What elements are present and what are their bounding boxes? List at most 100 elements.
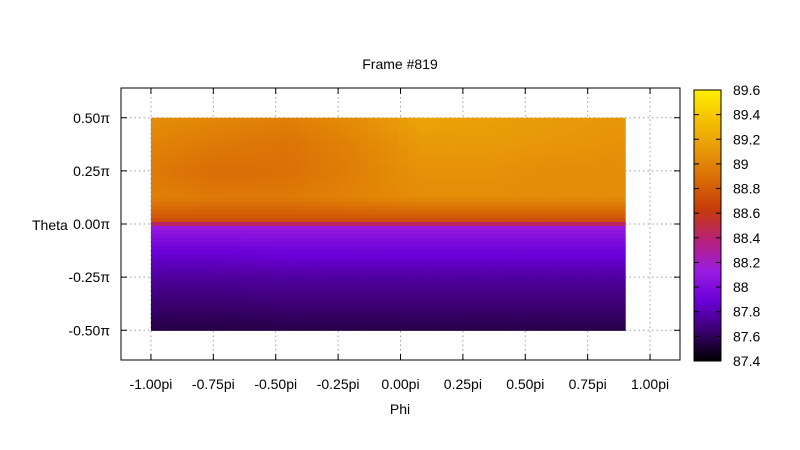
- heatmap-cell: [417, 145, 429, 151]
- heatmap-cell: [210, 238, 221, 243]
- heatmap-cell: [467, 238, 478, 243]
- heatmap-cell: [476, 145, 488, 151]
- heatmap-cell: [348, 314, 359, 319]
- heatmap-cell: [526, 209, 537, 215]
- heatmap-cell: [180, 302, 192, 307]
- heatmap-cell: [397, 266, 409, 271]
- heatmap-cell: [417, 222, 429, 227]
- heatmap-cell: [417, 314, 429, 319]
- heatmap-cell: [427, 165, 439, 171]
- heatmap-cell: [220, 318, 231, 323]
- heatmap-cell: [358, 238, 369, 243]
- heatmap-cell: [180, 250, 192, 255]
- heatmap-cell: [486, 169, 498, 175]
- heatmap-cell: [506, 286, 518, 291]
- heatmap-cell: [397, 254, 409, 259]
- heatmap-cell: [437, 137, 448, 143]
- heatmap-cell: [457, 262, 468, 267]
- heatmap-cell: [595, 117, 606, 123]
- heatmap-cell: [279, 157, 290, 163]
- heatmap-cell: [457, 222, 468, 227]
- heatmap-cell: [526, 226, 537, 231]
- heatmap-cell: [575, 181, 587, 187]
- heatmap-cell: [170, 217, 182, 223]
- heatmap-cell: [200, 310, 211, 315]
- heatmap-cell: [160, 197, 172, 203]
- heatmap-cell: [338, 298, 350, 303]
- heatmap-cell: [407, 322, 419, 327]
- heatmap-cell: [397, 314, 409, 319]
- heatmap-cell: [457, 141, 468, 147]
- heatmap-cell: [348, 254, 359, 259]
- heatmap-cell: [575, 185, 587, 191]
- heatmap-cell: [170, 310, 182, 315]
- heatmap-cell: [565, 242, 577, 247]
- heatmap-cell: [457, 294, 468, 299]
- heatmap-cell: [368, 286, 379, 291]
- heatmap-cell: [585, 314, 597, 319]
- heatmap-cell: [575, 298, 587, 303]
- heatmap-cell: [486, 222, 498, 227]
- heatmap-cell: [299, 161, 310, 167]
- heatmap-cell: [555, 117, 567, 123]
- heatmap-cell: [476, 278, 488, 283]
- heatmap-cell: [447, 226, 458, 231]
- heatmap-cell: [299, 129, 310, 135]
- heatmap-cell: [575, 125, 587, 131]
- heatmap-cell: [427, 302, 439, 307]
- heatmap-cell: [358, 294, 369, 299]
- heatmap-cell: [546, 290, 557, 295]
- heatmap-cell: [615, 129, 626, 135]
- heatmap-cell: [358, 157, 369, 163]
- heatmap-cell: [269, 181, 280, 187]
- heatmap-cell: [210, 266, 221, 271]
- heatmap-cell: [299, 310, 310, 315]
- heatmap-cell: [328, 222, 340, 227]
- heatmap-cell: [605, 250, 616, 255]
- heatmap-cell: [279, 213, 290, 219]
- heatmap-cell: [565, 181, 577, 187]
- heatmap-cell: [299, 306, 310, 311]
- heatmap-cell: [427, 201, 439, 207]
- heatmap-cell: [565, 294, 577, 299]
- heatmap-cell: [378, 125, 389, 131]
- heatmap-cell: [467, 310, 478, 315]
- heatmap-cell: [190, 234, 201, 239]
- heatmap-cell: [220, 201, 231, 207]
- heatmap-cell: [210, 161, 221, 167]
- heatmap-cell: [388, 318, 399, 323]
- heatmap-cell: [328, 145, 340, 151]
- heatmap-cell: [279, 286, 290, 291]
- heatmap-cell: [170, 290, 182, 295]
- heatmap-cell: [516, 145, 527, 151]
- heatmap-cell: [605, 282, 616, 287]
- heatmap-cell: [546, 181, 557, 187]
- heatmap-cell: [348, 290, 359, 295]
- heatmap-cell: [170, 258, 182, 263]
- heatmap-cell: [536, 161, 547, 167]
- heatmap-cell: [496, 238, 508, 243]
- heatmap-cell: [476, 193, 488, 199]
- heatmap-cell: [299, 234, 310, 239]
- heatmap-cell: [358, 205, 369, 211]
- heatmap-cell: [427, 298, 439, 303]
- heatmap-cell: [338, 266, 350, 271]
- heatmap-cell: [565, 189, 577, 195]
- heatmap-cell: [506, 234, 518, 239]
- heatmap-cell: [249, 298, 261, 303]
- heatmap-cell: [526, 322, 537, 327]
- heatmap-cell: [200, 302, 211, 307]
- heatmap-cell: [239, 250, 251, 255]
- heatmap-cell: [476, 230, 488, 235]
- heatmap-cell: [200, 294, 211, 299]
- heatmap-cell: [220, 173, 231, 179]
- heatmap-cell: [595, 205, 606, 211]
- heatmap-cell: [150, 286, 162, 291]
- heatmap-cell: [417, 165, 429, 171]
- heatmap-cell: [605, 213, 616, 219]
- heatmap-cell: [397, 298, 409, 303]
- heatmap-cell: [506, 157, 518, 163]
- heatmap-cell: [605, 266, 616, 271]
- heatmap-cell: [328, 129, 340, 135]
- heatmap-cell: [269, 326, 280, 331]
